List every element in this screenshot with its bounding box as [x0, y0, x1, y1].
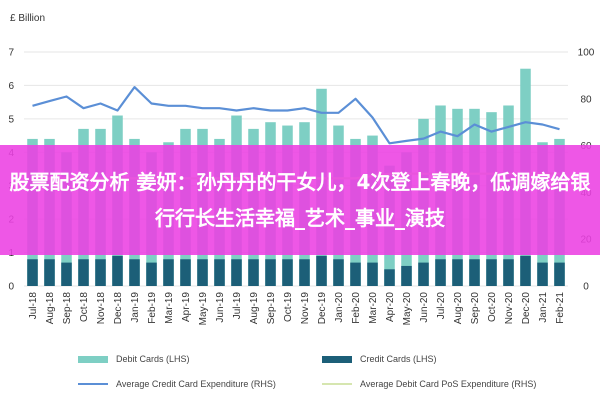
x-tick-label: Nov-19: [300, 292, 311, 325]
x-tick-label: Aug-19: [249, 292, 260, 325]
right-tick-label: 80: [580, 94, 592, 105]
credit-bar: [231, 259, 242, 286]
credit-bar: [61, 262, 72, 286]
left-tick-label: 0: [8, 282, 14, 293]
credit-bar: [537, 262, 548, 286]
credit-bar: [214, 259, 225, 286]
legend-label-avg-debit-pos: Average Debit Card PoS Expenditure (RHS): [360, 379, 537, 389]
legend-swatch-debit: [78, 355, 108, 363]
legend-item-credit: Credit Cards (LHS): [322, 352, 437, 366]
x-tick-label: Oct-18: [79, 292, 90, 322]
credit-bar: [520, 255, 531, 286]
x-tick-label: Dec-18: [113, 292, 124, 325]
legend-item-avg-debit-pos: Average Debit Card PoS Expenditure (RHS): [322, 377, 536, 391]
credit-bar: [401, 265, 412, 286]
credit-bar: [129, 259, 140, 286]
credit-bar: [27, 259, 38, 286]
x-tick-label: Jun-20: [419, 292, 430, 323]
credit-bar: [418, 262, 429, 286]
credit-bar: [44, 259, 55, 286]
x-tick-label: Aug-18: [45, 292, 56, 325]
x-tick-label: Apr-20: [385, 292, 396, 322]
x-tick-label: Jun-19: [215, 292, 226, 323]
credit-bar: [384, 269, 395, 286]
credit-bar: [333, 259, 344, 286]
credit-bar: [265, 259, 276, 286]
credit-bar: [146, 262, 157, 286]
credit-bar: [248, 259, 259, 286]
headline-text[interactable]: 股票配资分析 姜妍：孙丹丹的干女儿，4次登上春晚，低调嫁给银行行长生活幸福_艺术…: [9, 170, 591, 230]
left-axis-unit: £ Billion: [10, 13, 45, 24]
left-tick-label: 7: [8, 48, 14, 59]
x-tick-label: Jul-19: [232, 292, 243, 320]
credit-bar: [112, 255, 123, 286]
credit-bar: [469, 259, 480, 286]
x-tick-label: Feb-21: [555, 292, 566, 324]
x-tick-label: Feb-19: [147, 292, 158, 324]
left-tick-label: 5: [8, 114, 14, 125]
credit-bar: [282, 259, 293, 286]
x-tick-label: Feb-20: [351, 292, 362, 324]
legend-item-debit: Debit Cards (LHS): [78, 352, 190, 366]
credit-bar: [486, 259, 497, 286]
legend-label-avg-credit: Average Credit Card Expenditure (RHS): [116, 379, 276, 389]
x-axis-labels: Jul-18 Aug-18 Sep-18 Oct-18 Nov-18 Dec-18 Jan-…: [28, 292, 566, 326]
credit-bar: [95, 259, 106, 286]
credit-bar: [78, 259, 89, 286]
x-tick-label: Jul-20: [436, 292, 447, 320]
avg-credit-line: [32, 85, 560, 145]
x-tick-label: Dec-20: [521, 292, 532, 325]
x-tick-label: Jul-18: [28, 292, 39, 320]
x-tick-label: Dec-19: [317, 292, 328, 325]
x-tick-label: Nov-18: [96, 292, 107, 325]
credit-bar: [503, 259, 514, 286]
x-tick-label: Jan-19: [130, 292, 141, 323]
legend: Debit Cards (LHS) Credit Cards (LHS) Ave…: [0, 342, 600, 400]
credit-bar: [435, 259, 446, 286]
legend-swatch-avg-credit: [78, 383, 108, 385]
credit-bar: [180, 259, 191, 286]
x-tick-label: Apr-19: [181, 292, 192, 322]
x-tick-label: May-20: [402, 292, 413, 326]
x-tick-label: Jan-20: [334, 292, 345, 323]
x-tick-label: Aug-20: [453, 292, 464, 325]
x-tick-label: Oct-20: [487, 292, 498, 322]
legend-swatch-avg-debit-pos: [322, 383, 352, 385]
legend-label-credit: Credit Cards (LHS): [360, 354, 437, 364]
x-tick-label: Mar-20: [368, 292, 379, 324]
credit-bar: [316, 255, 327, 286]
x-tick-label: Sep-18: [62, 292, 73, 325]
right-tick-label: 100: [578, 48, 595, 59]
credit-bar: [197, 259, 208, 286]
legend-item-avg-credit: Average Credit Card Expenditure (RHS): [78, 377, 276, 391]
credit-bar: [163, 259, 174, 286]
legend-label-debit: Debit Cards (LHS): [116, 354, 190, 364]
x-tick-label: May-19: [198, 292, 209, 326]
credit-bar: [299, 259, 310, 286]
x-tick-label: Jan-21: [538, 292, 549, 323]
legend-swatch-credit: [322, 355, 352, 363]
left-tick-label: 6: [8, 81, 14, 92]
credit-bar: [350, 262, 361, 286]
right-tick-label: 0: [583, 282, 589, 293]
credit-bar: [554, 262, 565, 286]
headline-banner[interactable]: 股票配资分析 姜妍：孙丹丹的干女儿，4次登上春晚，低调嫁给银行行长生活幸福_艺术…: [0, 145, 600, 255]
credit-bar: [452, 259, 463, 286]
x-tick-label: Oct-19: [283, 292, 294, 322]
x-tick-label: Sep-19: [266, 292, 277, 325]
x-tick-label: Mar-19: [164, 292, 175, 324]
x-tick-label: Sep-20: [470, 292, 481, 325]
credit-bar: [367, 262, 378, 286]
x-tick-label: Nov-20: [504, 292, 515, 325]
